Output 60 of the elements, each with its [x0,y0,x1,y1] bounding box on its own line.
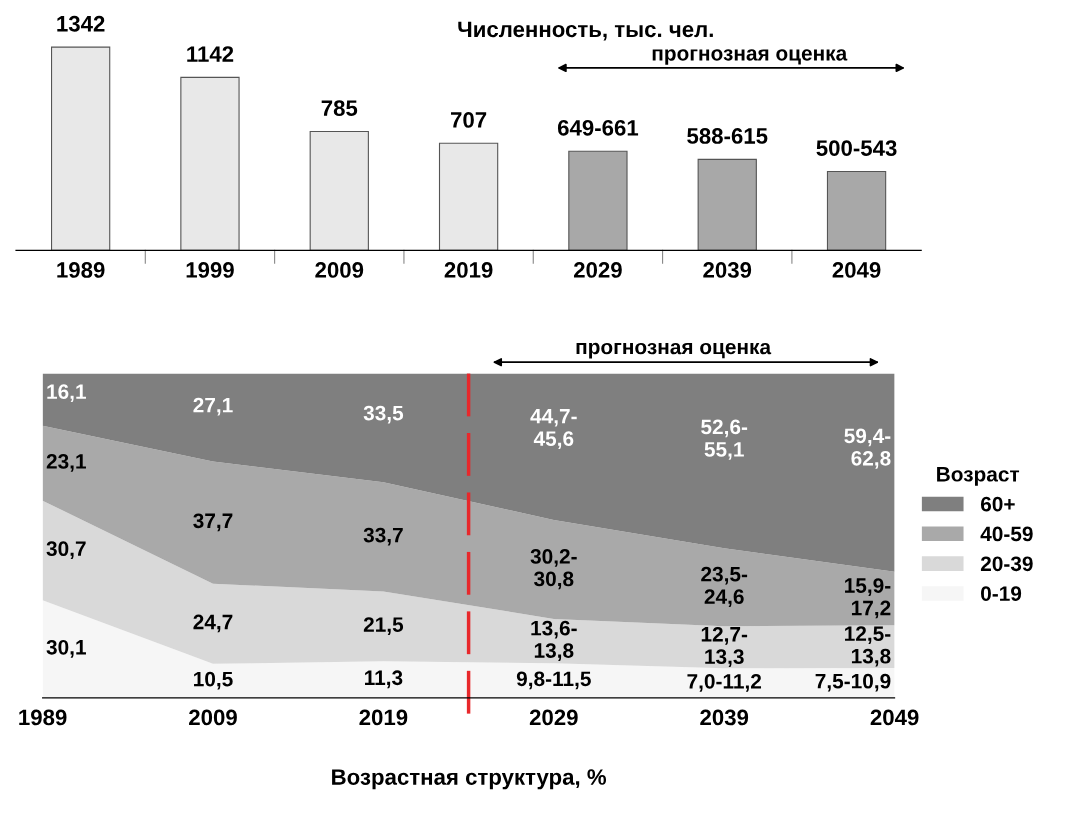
data-label: 21,5 [363,617,404,635]
data-label: 27,1 [193,397,233,416]
data-label: 30,7 [46,541,86,560]
x-tick-label: 2049 [870,709,919,726]
x-tick-label: 1999 [186,262,234,278]
text: прогнозная оценка [576,342,772,359]
legend-label: 20-39 [980,556,1033,572]
bar [438,142,499,251]
x-tick-label: 2029 [573,262,622,278]
data-label: 7,0-11,2 [687,673,762,692]
x-tick-label: 2009 [315,262,364,278]
data-label: 15,9- 17,2 [845,578,891,619]
data-label: 33,7 [363,527,403,546]
bar [568,150,628,251]
data-label: 588-615 [687,128,768,144]
bar [180,76,240,251]
data-label: 12,7- 13,3 [701,626,748,668]
annotation: прогнозная оценка [652,49,848,65]
x-tick-label: 2039 [703,262,752,278]
data-label: 649-661 [557,119,639,136]
bar [309,130,369,251]
legend-label: 60+ [980,496,1015,512]
data-label: 500-543 [816,140,897,157]
data-label: 30,2- 30,8 [530,549,577,590]
x-tick-label: 2049 [832,262,881,278]
data-label: 23,5- 24,6 [701,566,748,608]
data-label: 16,1 [47,384,86,403]
data-label: 785 [321,100,358,116]
x-tick-label: 1989 [19,709,67,726]
bar [50,46,111,251]
legend-label: 40-59 [980,526,1033,542]
bar [826,170,887,251]
data-label: 44,7- 45,6 [530,409,577,450]
x-tick-label: 2009 [189,709,237,726]
data-label: 52,6- 55,1 [701,419,748,460]
data-label: 37,7 [193,513,233,532]
data-label: 23,1 [46,454,86,472]
x-tick-label: 2029 [529,709,578,726]
data-label: 12,5- 13,8 [845,626,891,667]
x-tick-label: 1989 [57,262,105,278]
data-label: 1142 [187,46,234,62]
chart-title: Численность, тыс. чел. [458,21,713,41]
data-label: 10,5 [194,671,233,690]
data-label: 59,4- 62,8 [844,428,891,469]
x-tick-label: 2039 [700,709,749,726]
x-tick-label: 2019 [359,709,408,726]
data-label: 30,1 [46,639,86,658]
data-label: 707 [451,112,487,128]
x-tick-label: 2019 [444,262,493,278]
data-label: 11,3 [365,670,403,689]
data-label: 1342 [57,15,105,32]
data-label: 13,6- 13,8 [531,620,577,661]
data-label: 33,5 [363,405,404,424]
data-label: 9,8-11,5 [516,671,591,690]
data-label: 7,5-10,9 [815,673,891,692]
legend-title: Возраст [937,467,1020,486]
data-label: 24,7 [193,614,233,633]
x-axis-title: Возрастная структура, % [332,769,607,790]
legend-label: 0-19 [981,586,1022,601]
bar [697,158,757,251]
